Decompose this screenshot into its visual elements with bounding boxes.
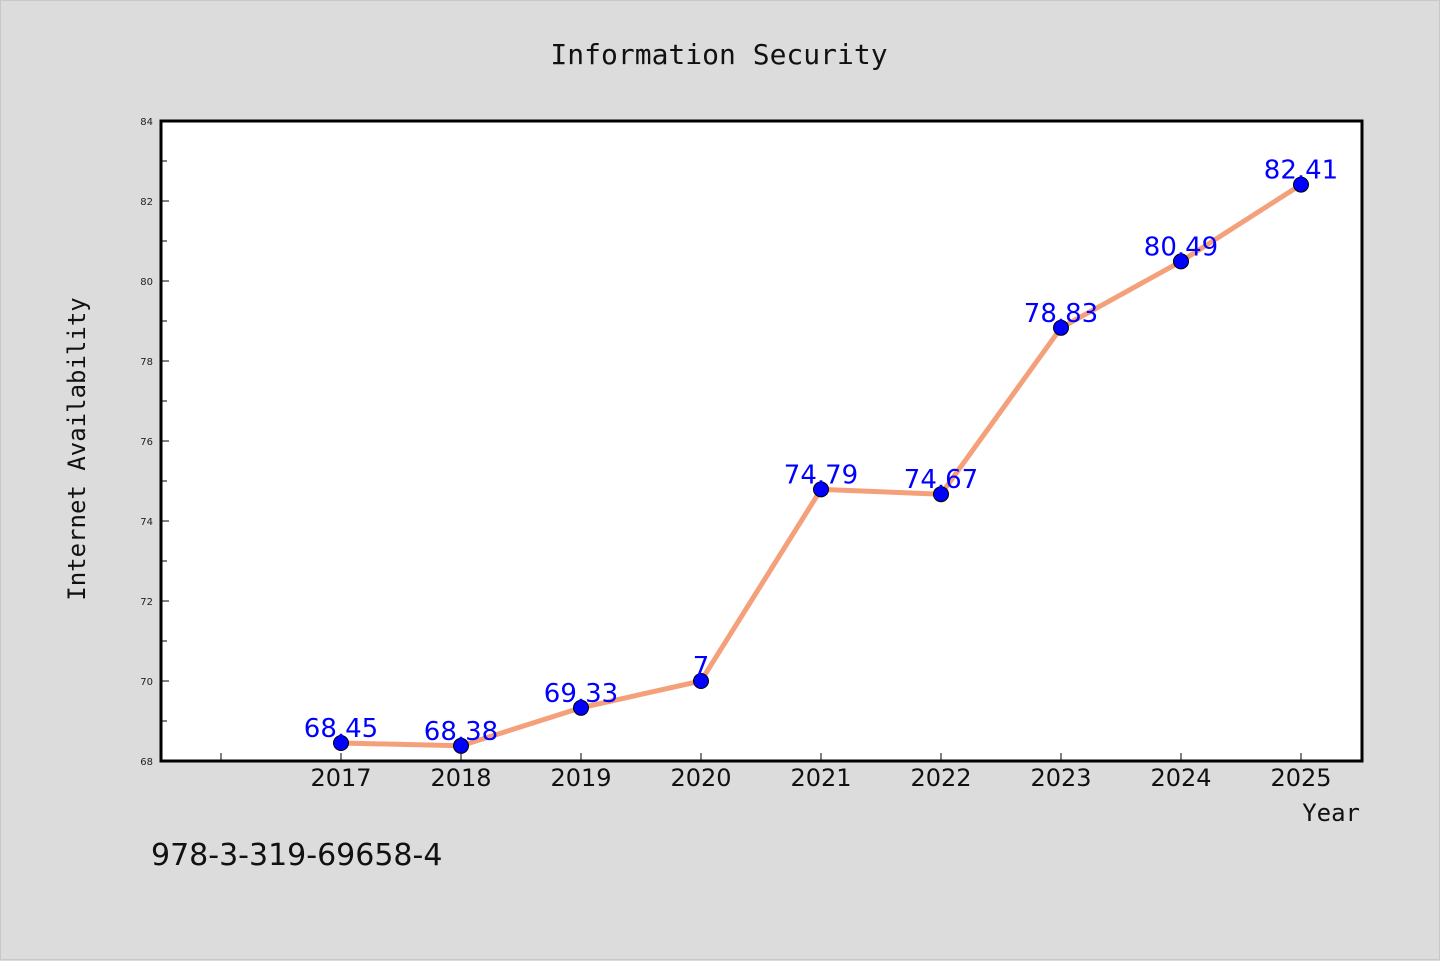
x-tick-label: 2024 — [1150, 764, 1211, 792]
data-label: 80.49 — [1144, 232, 1218, 262]
y-tick-label: 80 — [140, 277, 153, 288]
x-tick-label: 2022 — [910, 764, 971, 792]
data-label: 7 — [693, 652, 710, 682]
series-layer: 68.45 68.38 69.33 7 74.79 74.67 78.83 80.49 82.4… — [304, 156, 1338, 754]
x-tick-label: 2017 — [310, 764, 371, 792]
data-point — [693, 673, 709, 689]
data-label: 74.79 — [784, 460, 858, 490]
y-tick-label: 68 — [140, 757, 153, 768]
data-point — [333, 735, 349, 751]
data-point — [453, 737, 469, 754]
y-tick-label: 84 — [140, 117, 153, 128]
y-axis: 68 70 72 74 76 78 80 82 84 — [140, 117, 169, 768]
data-label: 68.45 — [304, 714, 378, 744]
x-tick-label: 2021 — [790, 764, 851, 792]
x-tick-label: 2018 — [430, 764, 491, 792]
data-label: 78.83 — [1024, 299, 1098, 329]
y-tick-label: 72 — [140, 597, 153, 608]
x-axis-label: Year — [1302, 799, 1360, 827]
data-point — [1053, 319, 1069, 336]
data-label: 82.41 — [1264, 156, 1338, 186]
data-label: 74.67 — [904, 465, 978, 495]
data-point — [1293, 176, 1309, 193]
y-tick-label: 74 — [140, 517, 153, 528]
data-point — [573, 699, 589, 716]
x-tick-label: 2025 — [1270, 764, 1331, 792]
x-tick-label: 2020 — [670, 764, 731, 792]
y-tick-label: 70 — [140, 677, 153, 688]
y-axis-label: Internet Availability — [63, 297, 91, 600]
y-tick-label: 78 — [140, 357, 153, 368]
x-axis: 2017 2018 2019 2020 2021 2022 2023 2024 2025 — [220, 753, 1332, 792]
plot-area — [159, 119, 1364, 763]
chart-title: Information Security — [550, 38, 887, 71]
data-label: 69.33 — [544, 679, 618, 709]
x-tick-label: 2019 — [550, 764, 611, 792]
y-tick-label: 76 — [140, 437, 153, 448]
y-tick-label: 82 — [140, 197, 153, 208]
data-label: 68.38 — [424, 717, 498, 747]
data-point — [813, 481, 829, 498]
x-tick-label: 2023 — [1030, 764, 1091, 792]
data-point — [933, 486, 949, 503]
isbn-text: 978-3-319-69658-4 — [151, 838, 442, 873]
data-point — [1173, 253, 1189, 270]
